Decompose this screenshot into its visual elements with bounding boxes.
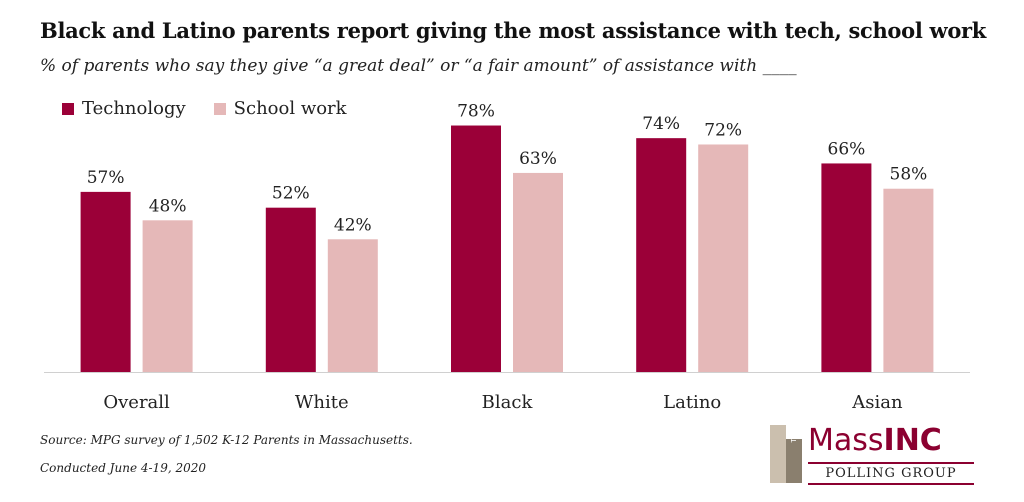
- legend-label-school-work: School work: [233, 98, 347, 119]
- legend: Technology School work: [62, 98, 375, 119]
- data-label-overall-technology: 57%: [87, 168, 125, 188]
- logo-bar-dark: [786, 439, 802, 483]
- data-label-latino-school-work: 72%: [704, 120, 742, 140]
- bar-latino-school-work: [698, 144, 749, 372]
- category-label-black: Black: [482, 392, 534, 413]
- bar-overall-school-work: [142, 220, 193, 372]
- bar-asian-school-work: [883, 188, 934, 372]
- data-label-white-school-work: 42%: [334, 215, 372, 235]
- bar-white-school-work: [327, 239, 378, 372]
- data-label-latino-technology: 74%: [642, 114, 680, 134]
- logo-bar-light: [770, 425, 786, 483]
- logo-wordmark: MassINC: [808, 423, 942, 458]
- category-label-asian: Asian: [851, 392, 903, 413]
- chart-subtitle: % of parents who say they give “a great …: [40, 56, 797, 76]
- bar-latino-technology: [636, 138, 687, 372]
- legend-swatch-technology: [62, 102, 74, 115]
- logo-subtitle: POLLING GROUP: [808, 462, 974, 485]
- chart-title: Black and Latino parents report giving t…: [40, 18, 987, 43]
- bar-black-technology: [451, 125, 501, 373]
- logo-the-text: THE: [790, 427, 798, 443]
- category-label-overall: Overall: [103, 392, 170, 413]
- conducted-note: Conducted June 4-19, 2020: [40, 461, 206, 475]
- bar-black-school-work: [513, 172, 563, 372]
- data-label-white-technology: 52%: [272, 184, 310, 204]
- legend-swatch-school-work: [213, 102, 226, 115]
- bar-white-technology: [265, 207, 316, 372]
- legend-item-school-work: School work: [213, 98, 347, 119]
- bar-overall-technology: [80, 191, 131, 372]
- legend-item-technology: Technology: [62, 98, 186, 119]
- data-label-asian-school-work: 58%: [890, 165, 928, 185]
- data-label-black-school-work: 63%: [519, 149, 557, 169]
- category-label-white: White: [295, 392, 349, 413]
- legend-label-technology: Technology: [82, 98, 186, 119]
- source-note: Source: MPG survey of 1,502 K-12 Parents…: [40, 433, 413, 447]
- bar-asian-technology: [821, 163, 872, 372]
- data-label-black-technology: 78%: [457, 102, 495, 122]
- category-label-latino: Latino: [663, 392, 721, 413]
- data-label-asian-technology: 66%: [828, 139, 866, 159]
- massinc-logo: THE MassINC POLLING GROUP: [770, 423, 980, 487]
- bar-chart: 57% 48% Overall 52% 42% White 78% 63% Black 74% 72…: [44, 102, 970, 413]
- data-label-overall-school-work: 48%: [149, 196, 187, 216]
